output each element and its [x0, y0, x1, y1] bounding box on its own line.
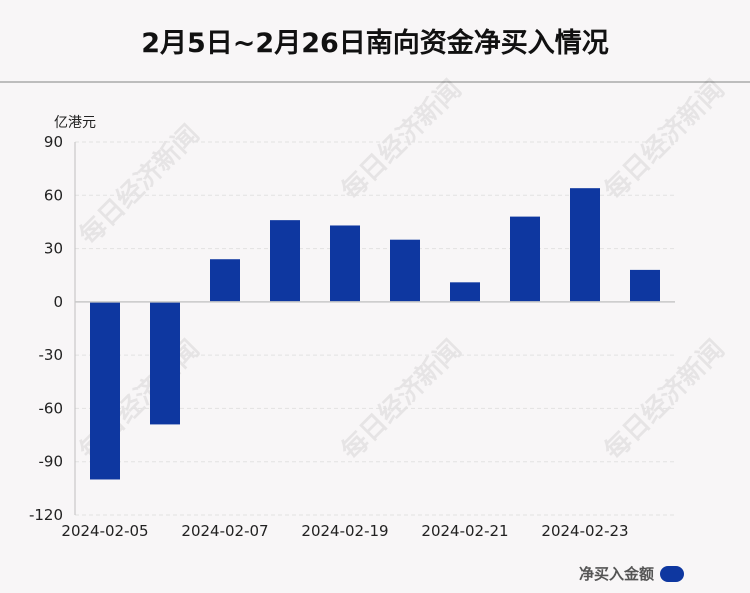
bar [390, 239, 420, 302]
x-tick-label: 2024-02-23 [541, 522, 628, 540]
bar [150, 301, 180, 425]
title-divider [0, 81, 750, 83]
x-tick-label: 2024-02-21 [421, 522, 508, 540]
y-tick-label: -60 [39, 399, 64, 417]
x-tick-label: 2024-02-05 [61, 522, 148, 540]
y-tick-label: 90 [44, 133, 63, 151]
chart-title: 2月5日~2月26日南向资金净买入情况 [141, 27, 609, 59]
bar [330, 225, 360, 302]
bar [270, 220, 300, 302]
bar [510, 216, 540, 302]
bar [450, 282, 480, 302]
bar [90, 301, 120, 480]
x-tick-label: 2024-02-07 [181, 522, 268, 540]
x-tick-label: 2024-02-19 [301, 522, 388, 540]
bar [630, 269, 660, 302]
y-tick-label: 30 [44, 240, 63, 258]
y-tick-label: 0 [53, 293, 63, 311]
y-tick-label: -120 [29, 506, 63, 524]
bar [210, 259, 240, 302]
y-tick-label: -90 [39, 453, 64, 471]
bar [570, 188, 600, 302]
legend: 净买入金额 [579, 563, 684, 584]
y-tick-label: 60 [44, 186, 63, 204]
y-axis-unit-label: 亿港元 [54, 115, 96, 131]
legend-label: 净买入金额 [578, 565, 654, 583]
y-tick-label: -30 [39, 346, 64, 364]
legend-swatch [660, 565, 684, 582]
